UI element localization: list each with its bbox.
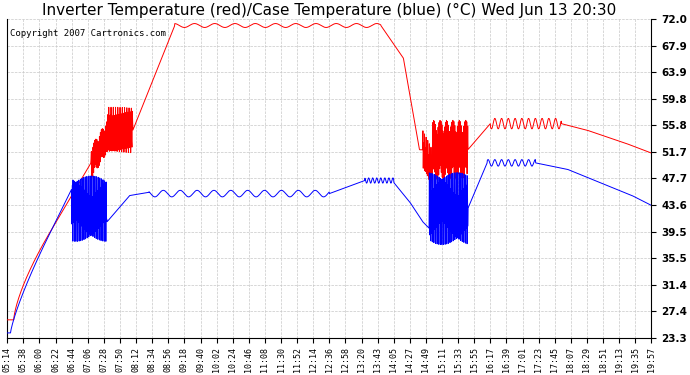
Title: Inverter Temperature (red)/Case Temperature (blue) (°C) Wed Jun 13 20:30: Inverter Temperature (red)/Case Temperat… [42, 3, 616, 18]
Text: Copyright 2007 Cartronics.com: Copyright 2007 Cartronics.com [10, 28, 166, 38]
